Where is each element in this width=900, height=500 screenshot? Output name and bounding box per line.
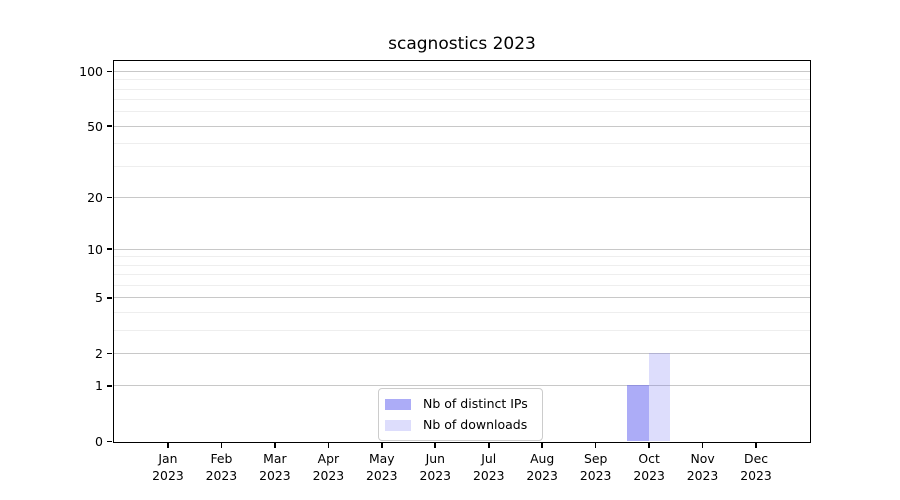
x-tick-year: 2023: [472, 467, 505, 483]
y-tick-label: 100: [79, 63, 103, 79]
y-tick-label: 1: [95, 378, 103, 394]
x-tick-month: Jun: [425, 451, 445, 466]
x-tick-label: Feb 2023: [181, 451, 261, 484]
x-tick-year: 2023: [686, 467, 719, 483]
y-tick-mark: [107, 385, 112, 387]
x-tick-year: 2023: [259, 467, 291, 483]
x-tick-year: 2023: [419, 467, 452, 483]
x-tick-mark: [701, 443, 704, 448]
x-tick-label: Apr 2023: [288, 451, 368, 484]
gridline-minor: [114, 88, 810, 90]
legend-swatch-distinct-ips-icon: [385, 398, 411, 410]
gridline-minor: [114, 143, 810, 145]
x-tick-month: Sep: [583, 451, 608, 466]
legend-label-distinct-ips: Nb of distinct IPs: [423, 396, 528, 411]
x-tick-mark: [274, 443, 276, 448]
x-tick-year: 2023: [579, 467, 612, 483]
x-tick-month: Dec: [744, 451, 769, 466]
x-tick-month: Apr: [317, 451, 340, 466]
x-tick-mark: [434, 443, 437, 448]
bar-distinct-ips: [627, 385, 649, 441]
x-tick-mark: [167, 443, 169, 448]
x-tick-month: Aug: [530, 451, 555, 466]
x-tick-label: Oct 2023: [609, 451, 689, 484]
y-tick-label: 2: [95, 345, 103, 361]
x-tick-mark: [487, 443, 490, 448]
x-tick-month: May: [368, 451, 395, 466]
gridline-major: [114, 70, 810, 72]
gridline-major: [114, 352, 810, 354]
x-tick-year: 2023: [152, 467, 184, 483]
gridline-major: [114, 248, 810, 250]
x-tick-year: 2023: [740, 467, 772, 483]
x-tick-label: Nov 2023: [663, 451, 743, 484]
y-tick-label: 50: [87, 118, 103, 134]
legend-item-downloads: Nb of downloads: [385, 417, 534, 433]
y-tick-mark: [107, 70, 112, 73]
y-tick-mark: [107, 297, 112, 299]
gridline-minor: [114, 329, 810, 331]
gridline-minor: [114, 99, 810, 101]
x-tick-mark: [755, 443, 757, 448]
x-tick-year: 2023: [633, 467, 665, 483]
x-tick-mark: [648, 443, 650, 448]
x-tick-month: Nov: [690, 451, 715, 466]
legend-item-distinct-ips: Nb of distinct IPs: [385, 396, 534, 412]
legend-label-downloads: Nb of downloads: [423, 417, 528, 432]
gridline-major: [114, 125, 810, 127]
gridline-minor: [114, 165, 810, 167]
x-tick-label: Dec 2023: [716, 451, 796, 484]
x-tick-mark: [220, 443, 223, 448]
y-tick-mark: [107, 440, 112, 443]
y-tick-label: 20: [87, 189, 103, 205]
y-tick-mark: [107, 125, 112, 127]
x-tick-mark: [594, 443, 597, 448]
gridline-major: [114, 196, 810, 198]
x-tick-month: Feb: [210, 451, 233, 466]
y-tick-mark: [107, 196, 112, 199]
x-tick-label: Sep 2023: [556, 451, 636, 484]
y-tick-mark: [107, 248, 112, 250]
legend: Nb of distinct IPs Nb of downloads: [378, 388, 543, 441]
y-tick-label: 5: [95, 290, 103, 306]
gridline-major: [114, 297, 810, 299]
x-tick-label: Jul 2023: [449, 451, 529, 484]
x-tick-label: Aug 2023: [502, 451, 582, 484]
gridline-minor: [114, 264, 810, 266]
x-tick-label: May 2023: [342, 451, 422, 484]
x-tick-year: 2023: [205, 467, 238, 483]
x-tick-mark: [381, 443, 383, 448]
plot-area: Nb of distinct IPs Nb of downloads: [113, 60, 811, 443]
bar-downloads: [648, 352, 670, 441]
gridline-minor: [114, 311, 810, 313]
gridline-minor: [114, 274, 810, 276]
x-tick-year: 2023: [366, 467, 398, 483]
x-tick-year: 2023: [526, 467, 558, 483]
x-tick-label: Mar 2023: [235, 451, 315, 484]
x-tick-month: Jan: [158, 451, 178, 466]
gridline-minor: [114, 256, 810, 258]
x-tick-month: Jul: [481, 451, 497, 466]
x-tick-mark: [327, 443, 330, 448]
x-tick-mark: [541, 443, 543, 448]
y-tick-label: 0: [95, 434, 103, 449]
x-tick-label: Jun 2023: [395, 451, 475, 484]
y-tick-label: 10: [87, 241, 103, 257]
x-tick-label: Jan 2023: [128, 451, 208, 484]
x-tick-year: 2023: [312, 467, 345, 483]
x-tick-month: Mar: [263, 451, 287, 466]
legend-swatch-downloads-icon: [385, 419, 411, 431]
gridline-minor: [114, 284, 810, 286]
chart-title: scagnostics 2023: [388, 34, 536, 54]
x-tick-month: Oct: [638, 451, 660, 466]
gridline-minor: [114, 79, 810, 81]
gridline-minor: [114, 111, 810, 113]
y-tick-mark: [107, 352, 112, 355]
gridline-major: [114, 385, 810, 387]
